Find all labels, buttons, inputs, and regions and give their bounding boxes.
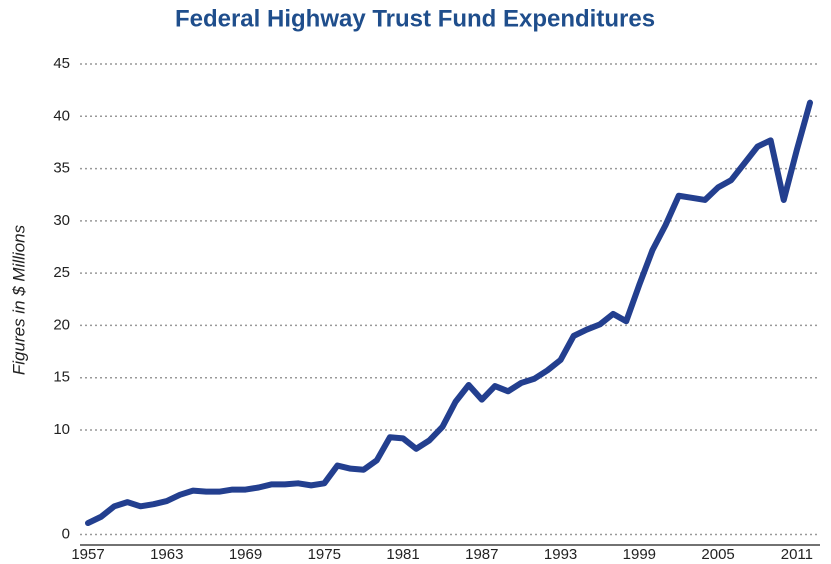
- y-tick-label: 15: [53, 369, 70, 386]
- x-tick-label: 1987: [465, 546, 498, 563]
- y-tick-label: 40: [53, 107, 70, 124]
- y-tick-label: 45: [53, 55, 70, 72]
- x-tick-label: 1963: [150, 546, 183, 563]
- chart-title: Federal Highway Trust Fund Expenditures: [175, 5, 655, 32]
- x-tick-label: 1975: [308, 546, 341, 563]
- x-tick-label: 1993: [544, 546, 577, 563]
- y-tick-label: 30: [53, 212, 70, 229]
- y-tick-label: 25: [53, 264, 70, 281]
- x-tick-label: 1969: [229, 546, 262, 563]
- y-tick-label: 10: [53, 421, 70, 438]
- x-tick-label: 2011: [781, 546, 813, 563]
- x-tick-label: 1957: [71, 546, 104, 563]
- data-line: [85, 99, 813, 527]
- y-axis-label: Figures in $ Millions: [9, 224, 28, 375]
- x-tick-label: 1981: [386, 546, 419, 563]
- y-tick-label: 35: [53, 160, 70, 177]
- y-tick-label: 0: [62, 526, 70, 543]
- x-tick-label: 2005: [701, 546, 734, 563]
- x-tick-label: 1999: [623, 546, 656, 563]
- y-tick-label: 20: [53, 316, 70, 333]
